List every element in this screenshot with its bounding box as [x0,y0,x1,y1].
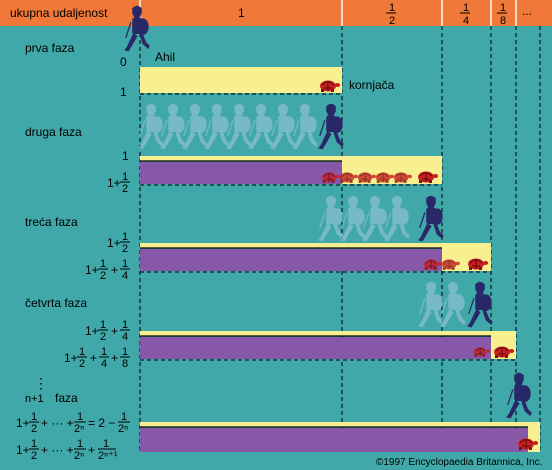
phase-2-purple-bar [140,162,342,184]
phase-n-sum-a: 1+ 1 2 + ··· + 1 2ⁿ = 2 − 1 2ⁿ [16,411,130,435]
svg-text:+: + [88,443,95,457]
svg-text:1: 1 [31,411,37,423]
svg-text:1: 1 [122,319,128,331]
phase-3-ghost-runners [318,195,410,242]
svg-text:1+: 1+ [107,236,121,250]
svg-text:1: 1 [77,411,83,423]
header-quarter-num: 1 [463,2,469,14]
svg-text:2: 2 [122,243,128,255]
svg-text:2ⁿ: 2ⁿ [74,423,84,435]
svg-text:4: 4 [122,270,128,282]
header-total-distance: ukupna udaljenost [10,6,108,20]
svg-text:1+: 1+ [16,443,30,457]
svg-text:1: 1 [100,258,106,270]
svg-text:1+: 1+ [85,263,99,277]
phase-3-achilles [418,195,444,242]
guide-lines [139,26,541,452]
svg-text:2ⁿ⁺¹: 2ⁿ⁺¹ [98,450,118,462]
phase-3-label: treća faza [25,215,78,229]
phase-n-yellow-strip [140,422,540,427]
phase-1-yellow-bar [140,67,342,93]
svg-text:4: 4 [122,331,128,343]
svg-text:2: 2 [100,270,106,282]
phase-4-achilles [467,281,493,328]
phase-n-purple-bar [140,428,528,452]
phase-1-one: 1 [120,85,127,99]
achilles-label: Ahil [155,50,175,64]
svg-text:1: 1 [100,319,106,331]
svg-text:+: + [90,351,97,365]
svg-text:2: 2 [31,423,37,435]
phase-3-purple-bar [140,249,442,271]
phase-n-dots: ⋮ [34,375,48,391]
phase-2-yellow-strip [140,156,442,161]
phase-1-zero: 0 [120,55,127,69]
svg-text:4: 4 [101,358,107,370]
svg-text:+ ··· +: + ··· + [41,443,74,457]
header-col-eighth: 1 8 [497,2,507,27]
header-col-quarter: 1 4 [460,2,470,27]
phase-n-achilles [506,372,532,419]
svg-text:2: 2 [100,331,106,343]
svg-text:2: 2 [122,183,128,195]
svg-text:1: 1 [121,411,127,423]
phase-3-sum-a: 1+ 1 2 [107,231,130,255]
phase-4-purple-bar [140,337,491,359]
phase-2-achilles [318,103,344,150]
svg-text:+: + [111,351,118,365]
svg-text:2: 2 [31,450,37,462]
phase-n-label: faza [55,391,78,405]
header-half-den: 2 [389,15,395,27]
svg-text:+ ··· +: + ··· + [41,416,74,430]
phase-n-sum-b: 1+ 1 2 + ··· + 1 2ⁿ + 1 2ⁿ⁺¹ [16,438,118,462]
phase-4-yellow-strip [140,331,516,336]
svg-text:1: 1 [122,171,128,183]
header-col-one: 1 [238,6,245,20]
phase-2-label: druga faza [25,125,82,139]
svg-text:1: 1 [79,346,85,358]
header-col-half: 1 2 [386,2,396,27]
header-half-num: 1 [389,2,395,14]
phase-3-sum-b: 1+ 1 2 + 1 4 [85,258,130,282]
svg-text:1: 1 [122,231,128,243]
header-col-rest: ... [522,4,532,18]
phase-3-yellow-strip [140,243,491,248]
header-quarter-den: 4 [463,15,469,27]
tortoise-label: kornjača [349,78,395,92]
svg-text:1: 1 [101,346,107,358]
svg-text:1+: 1+ [85,324,99,338]
svg-text:+: + [111,324,118,338]
svg-text:1: 1 [122,346,128,358]
header-eighth-den: 8 [500,15,506,27]
phase-1-label: prva faza [25,41,75,55]
svg-text:1: 1 [31,438,37,450]
svg-text:2: 2 [79,358,85,370]
svg-text:1+: 1+ [64,351,78,365]
phase-2-one: 1 [122,149,129,163]
svg-text:1+: 1+ [16,416,30,430]
svg-text:= 2 −: = 2 − [88,416,115,430]
svg-text:2ⁿ: 2ⁿ [118,423,128,435]
phase-2-ghost-runners [138,103,318,150]
svg-text:1: 1 [122,258,128,270]
copyright-notice: ©1997 Encyclopaedia Britannica, Inc. [376,457,542,468]
phase-2-one-plus: 1+ [107,176,121,190]
svg-text:2ⁿ: 2ⁿ [74,450,84,462]
svg-text:8: 8 [122,358,128,370]
phase-4-label: četvrta faza [25,296,87,310]
svg-text:1: 1 [77,438,83,450]
phase-4-sum-b: 1+ 1 2 + 1 4 + 1 8 [64,346,130,370]
svg-text:1: 1 [103,438,109,450]
header-eighth-num: 1 [500,2,506,14]
svg-text:+: + [111,263,118,277]
phase-4-sum-a: 1+ 1 2 + 1 4 [85,319,130,343]
phase-2-sum: 1+ 1 2 [107,171,130,195]
phase-n-index: n+1 [25,393,44,405]
